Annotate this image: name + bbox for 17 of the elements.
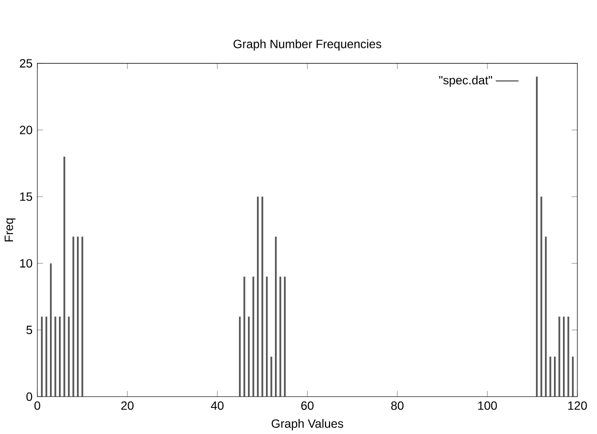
y-tick-label: 20: [20, 126, 32, 134]
x-axis-title: Graph Values: [272, 419, 344, 430]
x-tick-label: 80: [391, 401, 404, 410]
x-tick-label: 120: [568, 401, 587, 410]
x-tick-label: 60: [301, 401, 314, 410]
y-tick-label: 0: [26, 392, 32, 401]
x-tick-label: 0: [34, 401, 40, 410]
y-tick-label: 5: [26, 326, 32, 334]
x-tick-label: 20: [121, 401, 134, 410]
chart-title: Graph Number Frequencies: [234, 39, 382, 51]
y-tick-label: 15: [20, 192, 32, 201]
y-tick-label: 25: [20, 59, 32, 68]
x-tick-label: 40: [210, 401, 224, 410]
legend-label: "spec.dat": [439, 76, 492, 87]
x-tick-label: 100: [478, 401, 497, 410]
y-axis-title: Freq: [4, 218, 16, 242]
y-tick-label: 10: [20, 259, 32, 268]
